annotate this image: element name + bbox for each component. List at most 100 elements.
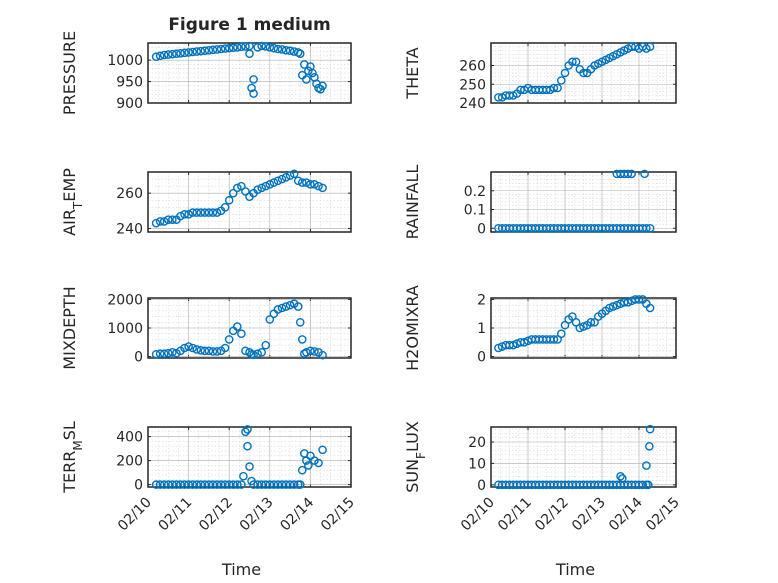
data-point — [557, 329, 566, 339]
y-tick-label: 1000 — [107, 53, 143, 69]
y-tick-label: 20 — [468, 435, 486, 451]
data-point — [180, 343, 189, 353]
data-point — [163, 215, 173, 224]
y-axis-label: PRESSURE — [60, 31, 79, 115]
y-tick-label: 1 — [477, 321, 486, 337]
data-point — [261, 340, 271, 350]
y-tick-label: 2000 — [107, 292, 143, 308]
axes-border — [490, 297, 677, 359]
data-point — [314, 181, 323, 191]
data-point — [155, 217, 165, 226]
data-point — [159, 217, 169, 226]
data-point — [249, 89, 258, 98]
data-point — [192, 345, 202, 354]
data-point — [159, 480, 169, 489]
data-point — [549, 335, 559, 344]
data-point — [184, 480, 193, 489]
y-axis-label: H2OMIXRA — [403, 285, 422, 371]
data-point — [151, 52, 161, 62]
data-point — [253, 42, 262, 52]
chart-title: Figure 1 medium — [168, 15, 330, 35]
data-point — [200, 480, 210, 489]
data-point — [208, 45, 218, 55]
data-point — [308, 68, 317, 78]
data-point — [297, 178, 307, 187]
data-point — [257, 347, 266, 357]
y-tick-label: 400 — [116, 430, 143, 446]
data-point — [285, 171, 295, 180]
data-point — [249, 350, 258, 360]
data-point — [176, 480, 185, 489]
data-point — [265, 180, 275, 189]
data-point — [568, 57, 577, 67]
y-axis-label: SUNFLUX — [403, 421, 428, 493]
x-tick-label: 02/15 — [643, 495, 683, 535]
data-point — [627, 169, 636, 179]
data-point — [233, 480, 242, 489]
data-point — [310, 347, 319, 356]
data-point — [549, 83, 559, 93]
data-point — [233, 42, 242, 52]
data-point — [297, 335, 307, 344]
data-point — [269, 480, 279, 489]
data-point — [212, 480, 222, 489]
x-tick-label: 02/15 — [318, 495, 358, 535]
data-point — [285, 46, 295, 56]
data-point — [289, 169, 299, 179]
data-point — [253, 480, 262, 489]
data-point — [638, 480, 648, 490]
data-point — [220, 202, 230, 212]
data-point — [318, 350, 327, 360]
x-tick-label: 02/13 — [237, 495, 277, 535]
y-tick-label: 0 — [477, 478, 486, 494]
y-axis-label: RAINFALL — [403, 165, 422, 240]
data-point — [261, 181, 271, 191]
data-point — [571, 57, 581, 67]
data-point — [642, 223, 651, 233]
y-tick-label: 0 — [134, 350, 143, 366]
data-point — [208, 208, 218, 217]
data-point — [220, 343, 230, 353]
panel-mixdepth: 0 1000 2000 MIXDEPTH — [60, 286, 352, 370]
data-point — [239, 471, 248, 481]
data-point — [237, 181, 246, 191]
data-point — [645, 303, 655, 313]
y-tick-label: 0.1 — [464, 203, 486, 219]
data-point — [553, 83, 562, 93]
y-tick-label: 200 — [116, 454, 143, 470]
data-point — [295, 480, 305, 489]
data-point — [200, 46, 210, 56]
data-point — [176, 48, 185, 58]
data-point — [233, 183, 242, 193]
panel-pressure: 900 950 1000 Figure 1 medium PRESSURE — [60, 15, 352, 115]
data-point — [184, 48, 193, 57]
data-point — [188, 208, 197, 217]
data-point — [277, 45, 287, 54]
data-point — [257, 41, 266, 51]
data-point — [277, 480, 287, 489]
data-point — [200, 208, 210, 217]
data-point — [196, 345, 206, 355]
data-point — [168, 49, 177, 59]
y-tick-label: 1000 — [107, 321, 143, 337]
data-point — [295, 317, 305, 327]
x-axis-label: Time — [555, 560, 595, 579]
data-point — [163, 348, 173, 358]
y-tick-label: 240 — [116, 221, 143, 237]
data-point — [289, 480, 299, 489]
data-point — [269, 43, 279, 53]
data-point — [224, 480, 234, 489]
y-tick-label: 0.2 — [464, 184, 486, 200]
y-axis-label: MIXDEPTH — [60, 286, 79, 369]
data-point — [228, 480, 238, 489]
data-point — [269, 178, 279, 187]
data-point — [216, 480, 226, 489]
data-point — [640, 169, 649, 179]
data-point — [204, 480, 214, 489]
y-axis-label: THETA — [403, 47, 422, 99]
data-point — [237, 329, 246, 339]
data-point — [645, 441, 654, 451]
data-point — [151, 349, 161, 359]
data-point — [192, 480, 202, 489]
